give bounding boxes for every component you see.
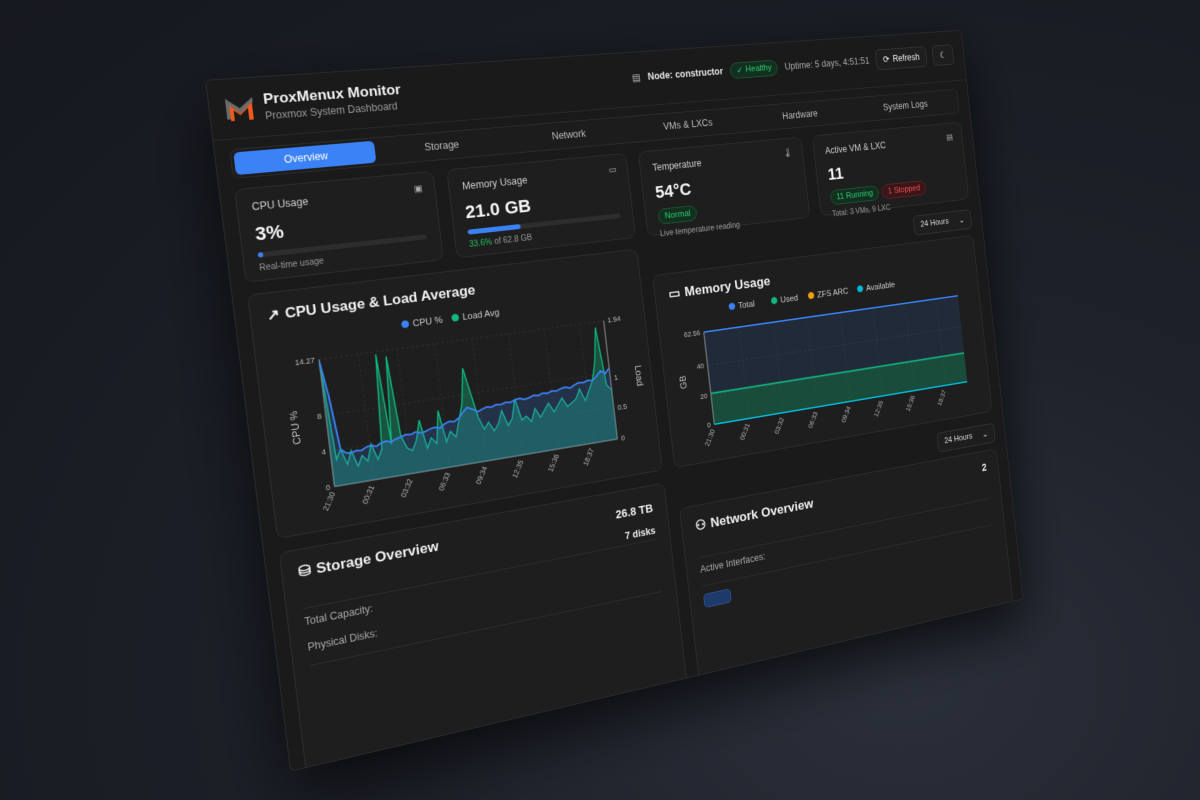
trending-up-icon: ↗ bbox=[266, 306, 281, 325]
active-vm-lxc-card: ▤ Active VM & LXC 11 11 Running 1 Stopped… bbox=[812, 122, 969, 216]
x-tick-label: 21:30 bbox=[321, 490, 338, 512]
network-overview-card: ⚇ Network Overview 2 Active Interfaces: bbox=[679, 448, 1016, 701]
x-tick-label: 03:32 bbox=[399, 477, 415, 498]
memory-icon: ▭ bbox=[608, 164, 617, 175]
card-title: Storage Overview bbox=[315, 538, 439, 578]
proxmenux-logo bbox=[222, 92, 256, 124]
y2-tick-label: 0 bbox=[621, 433, 626, 442]
x-tick-label: 00:31 bbox=[738, 422, 751, 441]
y2-tick-label: 0.5 bbox=[617, 402, 628, 412]
tab-network[interactable]: Network bbox=[505, 119, 630, 150]
tab-storage[interactable]: Storage bbox=[374, 130, 508, 163]
y-tick-label: 20 bbox=[700, 391, 708, 401]
card-label: Temperature bbox=[652, 149, 792, 173]
card-title: Network Overview bbox=[710, 496, 814, 531]
cpu-usage-card: ▣ CPU Usage 3% Real-time usage bbox=[234, 171, 444, 283]
legend-label: Used bbox=[780, 294, 799, 305]
legend-marker bbox=[808, 292, 815, 300]
select-value: 24 Hours bbox=[944, 432, 973, 446]
legend-marker bbox=[728, 303, 735, 311]
legend-marker bbox=[771, 297, 778, 305]
network-icon: ⚇ bbox=[694, 517, 707, 535]
uptime-text: Uptime: 5 days, 4:51:51 bbox=[784, 55, 870, 72]
refresh-icon: ⟳ bbox=[882, 54, 890, 65]
tab-system-logs[interactable]: System Logs bbox=[852, 92, 957, 120]
y-tick-label: 62.56 bbox=[683, 328, 700, 339]
memory-usage-card: ▭ Memory Usage 21.0 GB 33.6% of 62.8 GB bbox=[446, 153, 636, 258]
dashboard-window: ProxMenux Monitor Proxmox System Dashboa… bbox=[205, 30, 1023, 772]
memory-icon: ▭ bbox=[668, 285, 681, 302]
x-tick-label: 15:36 bbox=[546, 453, 561, 473]
x-tick-label: 12:35 bbox=[510, 459, 525, 480]
legend-marker bbox=[401, 320, 409, 328]
temperature-card: 🌡︎ Temperature 54°C Normal Live temperat… bbox=[638, 137, 810, 237]
x-tick-label: 15:36 bbox=[904, 394, 916, 413]
node-name: Node: constructor bbox=[647, 66, 723, 82]
chevron-down-icon: ⌄ bbox=[982, 429, 989, 439]
memory-range-select[interactable]: 24 Hours ⌄ bbox=[913, 209, 973, 235]
x-tick-label: 21:30 bbox=[703, 428, 717, 448]
temperature-status-badge: Normal bbox=[657, 205, 698, 225]
x-tick-label: 00:31 bbox=[360, 484, 376, 505]
y-axis-label: GB bbox=[678, 375, 689, 390]
tab-hardware[interactable]: Hardware bbox=[744, 101, 855, 130]
x-tick-label: 18:37 bbox=[581, 447, 596, 467]
total-capacity-value: 26.8 TB bbox=[615, 502, 654, 522]
card-label: Active VM & LXC bbox=[825, 134, 953, 157]
active-interfaces-value: 2 bbox=[981, 461, 987, 473]
legend-label: Total bbox=[738, 300, 755, 311]
x-tick-label: 12:35 bbox=[872, 399, 884, 418]
y-tick-label: 4 bbox=[321, 447, 327, 457]
x-tick-label: 06:33 bbox=[806, 410, 819, 429]
x-tick-label: 09:34 bbox=[474, 465, 489, 486]
select-value: 24 Hours bbox=[920, 217, 949, 230]
stopped-badge: 1 Stopped bbox=[881, 180, 926, 199]
running-badge: 11 Running bbox=[830, 185, 880, 205]
check-circle-icon: ✓ bbox=[736, 65, 744, 75]
thermometer-icon: 🌡︎ bbox=[782, 147, 793, 158]
theme-toggle-button[interactable]: ☾ bbox=[932, 44, 955, 66]
x-tick-label: 09:34 bbox=[840, 405, 853, 424]
chevron-down-icon: ⌄ bbox=[958, 215, 965, 225]
legend-label: ZFS ARC bbox=[817, 287, 849, 300]
y-tick-label: 8 bbox=[317, 411, 323, 421]
y-tick-label: 40 bbox=[696, 362, 704, 371]
health-badge: ✓ Healthy bbox=[729, 59, 778, 78]
y2-tick-label: 1.94 bbox=[607, 314, 621, 324]
server-icon: ▤ bbox=[631, 72, 641, 84]
memory-total: of 62.8 GB bbox=[494, 233, 533, 246]
legend-marker bbox=[857, 285, 864, 292]
legend-marker bbox=[451, 313, 459, 321]
refresh-button[interactable]: ⟳ Refresh bbox=[875, 46, 928, 70]
legend-label: Load Avg bbox=[462, 308, 500, 322]
y-axis-label: CPU % bbox=[288, 410, 304, 445]
hard-drive-icon: ⛁ bbox=[297, 562, 312, 581]
interface-badge[interactable] bbox=[703, 588, 732, 608]
memory-percent: 33.6% bbox=[469, 238, 493, 250]
y-tick-label: 14.27 bbox=[294, 355, 315, 367]
cpu-icon: ▣ bbox=[413, 183, 423, 195]
legend-label: CPU % bbox=[412, 315, 443, 329]
grid-line bbox=[319, 321, 604, 360]
y2-axis-label: Load bbox=[632, 365, 644, 387]
tab-vms-lxcs[interactable]: VMs & LXCs bbox=[628, 110, 746, 140]
server-icon: ▤ bbox=[946, 132, 954, 142]
y2-tick-label: 1 bbox=[614, 372, 619, 381]
x-tick-label: 03:32 bbox=[773, 416, 786, 435]
tab-overview[interactable]: Overview bbox=[233, 141, 376, 175]
x-tick-label: 06:33 bbox=[436, 471, 452, 492]
legend-label: Available bbox=[866, 281, 896, 294]
x-tick-label: 18:37 bbox=[936, 388, 948, 406]
moon-icon: ☾ bbox=[939, 50, 947, 61]
network-range-select[interactable]: 24 Hours ⌄ bbox=[937, 423, 996, 453]
